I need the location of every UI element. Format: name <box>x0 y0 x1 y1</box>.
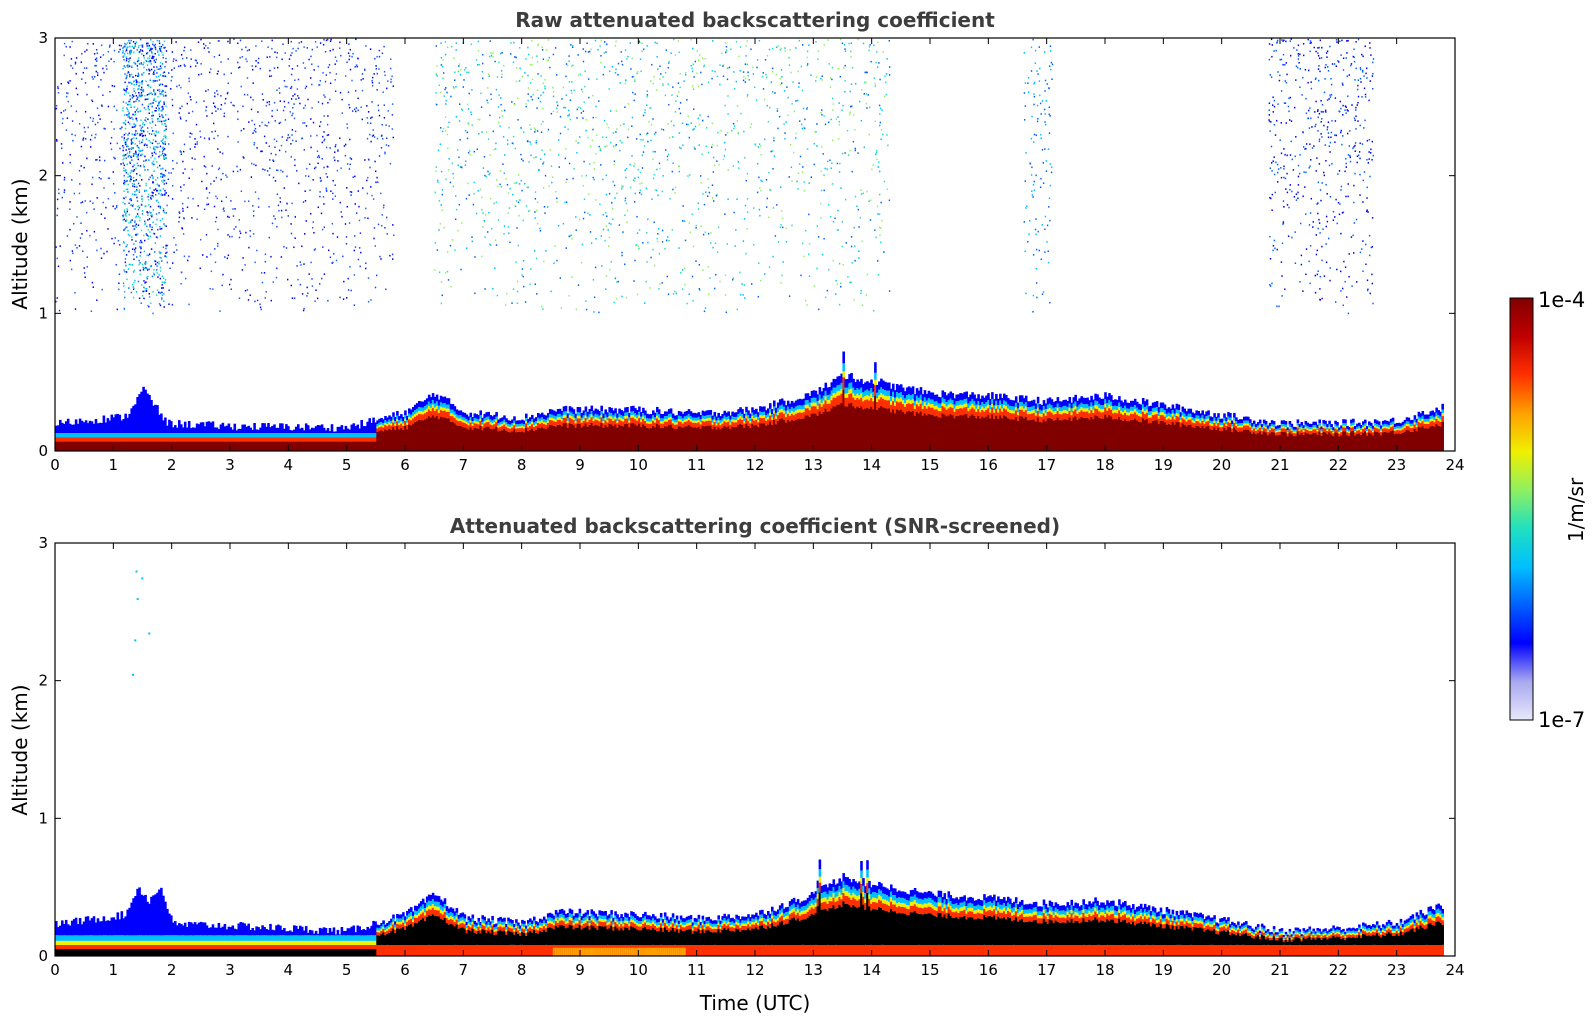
x-tick-label: 5 <box>342 456 352 474</box>
colorbar-unit-label: 1/m/sr <box>1564 477 1588 542</box>
x-tick-label: 13 <box>804 456 823 474</box>
x-tick-label: 12 <box>745 456 764 474</box>
x-tick-label: 20 <box>1212 961 1231 979</box>
x-tick-label: 8 <box>517 456 527 474</box>
x-tick-label: 11 <box>687 456 706 474</box>
top-y-axis: 0 1 2 3 <box>38 29 1455 460</box>
bottom-x-axis: 0 1 2 3 4 5 6 7 8 9 10 11 12 13 14 15 16 17 18 19 20 21 22 23 24 <box>50 543 1465 979</box>
top-y-axis-label: Altitude (km) <box>8 178 32 309</box>
x-tick-label: 14 <box>862 456 881 474</box>
colorbar-min-label: 1e-7 <box>1538 708 1585 732</box>
noise-layer <box>55 38 1375 315</box>
x-tick-label: 0 <box>50 961 60 979</box>
y-tick-label: 1 <box>38 304 48 322</box>
x-tick-label: 18 <box>1095 456 1114 474</box>
top-x-axis: 0 1 2 3 4 5 6 7 8 9 10 11 12 13 14 15 16 17 18 19 20 21 22 23 24 <box>50 38 1465 474</box>
x-tick-label: 15 <box>920 456 939 474</box>
x-tick-label: 1 <box>109 456 119 474</box>
x-tick-label: 6 <box>400 456 410 474</box>
x-tick-label: 22 <box>1329 961 1348 979</box>
x-tick-label: 0 <box>50 456 60 474</box>
x-tick-label: 17 <box>1037 456 1056 474</box>
x-tick-label: 16 <box>979 961 998 979</box>
y-tick-label: 0 <box>38 442 48 460</box>
top-chart-title: Raw attenuated backscattering coefficien… <box>515 8 995 32</box>
bottom-chart-title: Attenuated backscattering coefficient (S… <box>450 514 1060 538</box>
x-tick-label: 17 <box>1037 961 1056 979</box>
colorbar-gradient <box>1509 297 1534 721</box>
x-tick-label: 2 <box>167 456 177 474</box>
y-tick-label: 3 <box>38 534 48 552</box>
x-tick-label: 23 <box>1387 456 1406 474</box>
x-tick-label: 4 <box>284 456 294 474</box>
bottom-plot-frame <box>54 542 1456 957</box>
x-tick-label: 24 <box>1445 456 1464 474</box>
x-tick-label: 19 <box>1154 456 1173 474</box>
colorbar: 1e-4 1e-7 1/m/sr <box>1509 288 1588 732</box>
bottom-y-axis-label: Altitude (km) <box>8 684 32 815</box>
x-tick-label: 4 <box>284 961 294 979</box>
x-tick-label: 18 <box>1095 961 1114 979</box>
x-tick-label: 19 <box>1154 961 1173 979</box>
bottom-x-axis-label: Time (UTC) <box>699 991 811 1015</box>
x-tick-label: 23 <box>1387 961 1406 979</box>
top-panel: Raw attenuated backscattering coefficien… <box>8 8 1465 474</box>
x-tick-label: 13 <box>804 961 823 979</box>
x-tick-label: 3 <box>225 961 235 979</box>
x-tick-label: 20 <box>1212 456 1231 474</box>
x-tick-label: 24 <box>1445 961 1464 979</box>
x-tick-label: 2 <box>167 961 177 979</box>
x-tick-label: 10 <box>629 961 648 979</box>
sparse-points <box>132 570 151 676</box>
x-tick-label: 16 <box>979 456 998 474</box>
x-tick-label: 14 <box>862 961 881 979</box>
x-tick-label: 3 <box>225 456 235 474</box>
x-tick-label: 22 <box>1329 456 1348 474</box>
bottom-plot-area <box>55 570 1444 956</box>
bottom-y-axis: 0 1 2 3 <box>38 534 1455 965</box>
y-tick-label: 3 <box>38 29 48 47</box>
x-tick-label: 21 <box>1270 961 1289 979</box>
x-tick-label: 15 <box>920 961 939 979</box>
x-tick-label: 8 <box>517 961 527 979</box>
x-tick-label: 10 <box>629 456 648 474</box>
top-plot-frame <box>54 37 1456 452</box>
x-tick-label: 12 <box>745 961 764 979</box>
colorbar-max-label: 1e-4 <box>1538 288 1585 312</box>
x-tick-label: 5 <box>342 961 352 979</box>
y-tick-label: 2 <box>38 672 48 690</box>
x-tick-label: 1 <box>109 961 119 979</box>
boundary-layer <box>55 351 1444 451</box>
y-tick-label: 2 <box>38 167 48 185</box>
x-tick-label: 6 <box>400 961 410 979</box>
boundary-layer <box>55 859 1444 956</box>
x-tick-label: 11 <box>687 961 706 979</box>
y-tick-label: 1 <box>38 809 48 827</box>
top-plot-area <box>55 38 1444 451</box>
x-tick-label: 21 <box>1270 456 1289 474</box>
x-tick-label: 9 <box>575 456 585 474</box>
x-tick-label: 9 <box>575 961 585 979</box>
bottom-panel: Attenuated backscattering coefficient (S… <box>8 514 1465 1015</box>
x-tick-label: 7 <box>459 961 469 979</box>
y-tick-label: 0 <box>38 947 48 965</box>
x-tick-label: 7 <box>459 456 469 474</box>
